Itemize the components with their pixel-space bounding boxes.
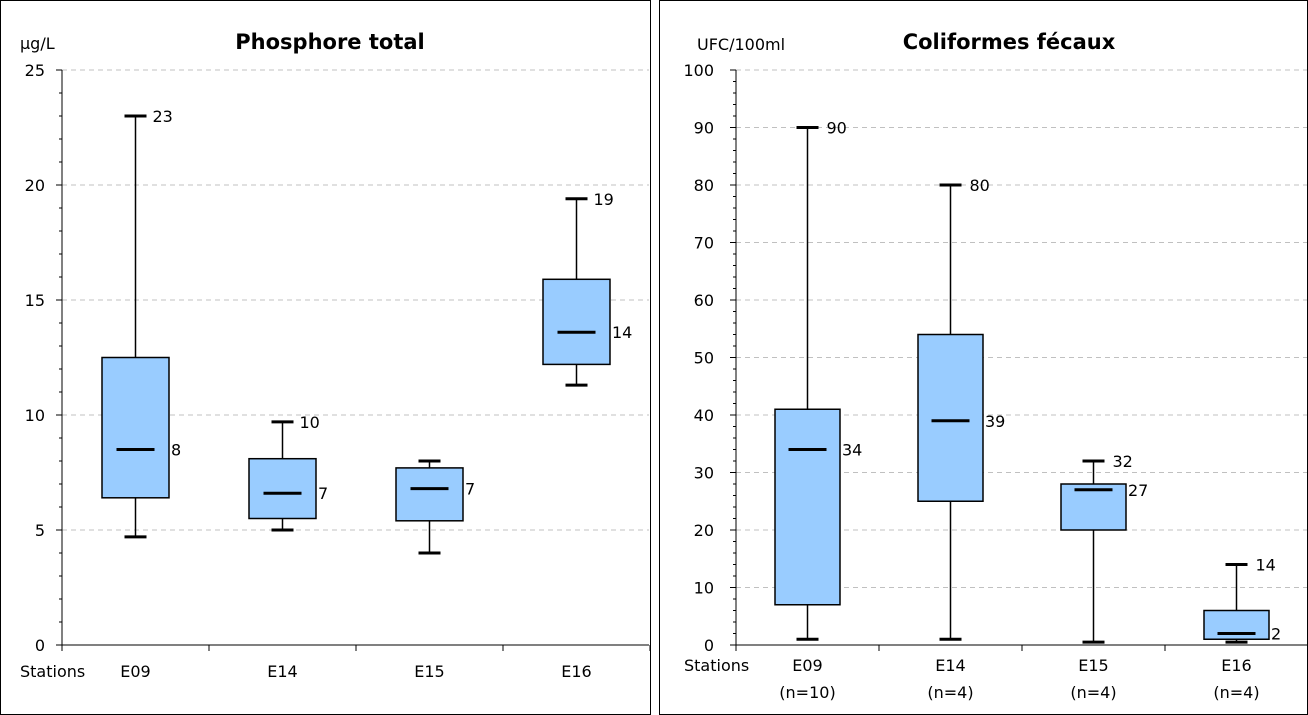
median-value-label: 39 [985, 412, 1005, 431]
y-tick-label: 50 [694, 349, 714, 368]
median-value-label: 14 [612, 323, 632, 342]
max-value-label: 19 [594, 190, 614, 209]
x-axis-label: Stations [684, 656, 749, 675]
max-value-label: 32 [1113, 452, 1133, 471]
iqr-box [1060, 483, 1127, 531]
median-value-label: 7 [318, 484, 328, 503]
y-tick-label: 70 [694, 234, 714, 253]
y-tick-label: 40 [694, 406, 714, 425]
x-category-label: E09 [120, 662, 150, 681]
iqr-box [917, 333, 984, 502]
x-category-label: E16 [561, 662, 591, 681]
max-value-label: 10 [300, 413, 320, 432]
phosphore-chart-panel: µg/L Phosphore total Stations 0 5 10 15 20 25… [0, 0, 651, 715]
x-category-label: E14 [935, 656, 965, 675]
iqr-box [101, 356, 170, 499]
median-value-label: 2 [1271, 625, 1281, 644]
y-tick-label: 10 [25, 406, 45, 425]
phosphore-chart: µg/L Phosphore total Stations 0 5 10 15 20 25… [0, 0, 651, 715]
max-value-label: 90 [827, 119, 847, 138]
max-value-label: 14 [1256, 556, 1276, 575]
x-axis-label: Stations [20, 662, 85, 681]
x-category-label: E15 [414, 662, 444, 681]
x-category-label: E09 [792, 656, 822, 675]
y-tick-label: 90 [694, 119, 714, 138]
y-tick-label: 100 [683, 61, 714, 80]
x-category-sublabel: (n=4) [1070, 683, 1116, 702]
median-value-label: 27 [1128, 481, 1148, 500]
median-value-label: 8 [171, 441, 181, 460]
iqr-box [248, 457, 317, 520]
iqr-box [395, 467, 464, 522]
y-axis-unit: µg/L [20, 34, 55, 53]
x-category-label: E14 [267, 662, 297, 681]
y-tick-label: 60 [694, 291, 714, 310]
x-category-sublabel: (n=4) [927, 683, 973, 702]
max-value-label: 23 [153, 107, 173, 126]
y-tick-label: 5 [35, 521, 45, 540]
chart-title: Coliformes fécaux [903, 30, 1116, 54]
y-tick-label: 15 [25, 291, 45, 310]
y-tick-label: 30 [694, 464, 714, 483]
chart-title: Phosphore total [235, 30, 424, 54]
coliformes-chart-panel: UFC/100ml Coliformes fécaux Stations 0 10… [659, 0, 1308, 715]
y-tick-label: 0 [704, 636, 714, 655]
coliformes-chart: UFC/100ml Coliformes fécaux Stations 0 10… [659, 0, 1308, 715]
y-tick-label: 20 [25, 176, 45, 195]
y-axis-unit: UFC/100ml [697, 35, 785, 54]
median-value-label: 7 [465, 480, 475, 499]
max-value-label: 80 [970, 176, 990, 195]
y-tick-label: 10 [694, 579, 714, 598]
y-tick-label: 25 [25, 61, 45, 80]
x-category-sublabel: (n=4) [1213, 683, 1259, 702]
x-category-label: E16 [1221, 656, 1251, 675]
x-category-label: E15 [1078, 656, 1108, 675]
y-tick-label: 0 [35, 636, 45, 655]
x-category-sublabel: (n=10) [779, 683, 835, 702]
iqr-box [774, 408, 841, 606]
iqr-box [542, 278, 611, 366]
y-tick-label: 80 [694, 176, 714, 195]
median-value-label: 34 [842, 441, 862, 460]
y-tick-label: 20 [694, 521, 714, 540]
